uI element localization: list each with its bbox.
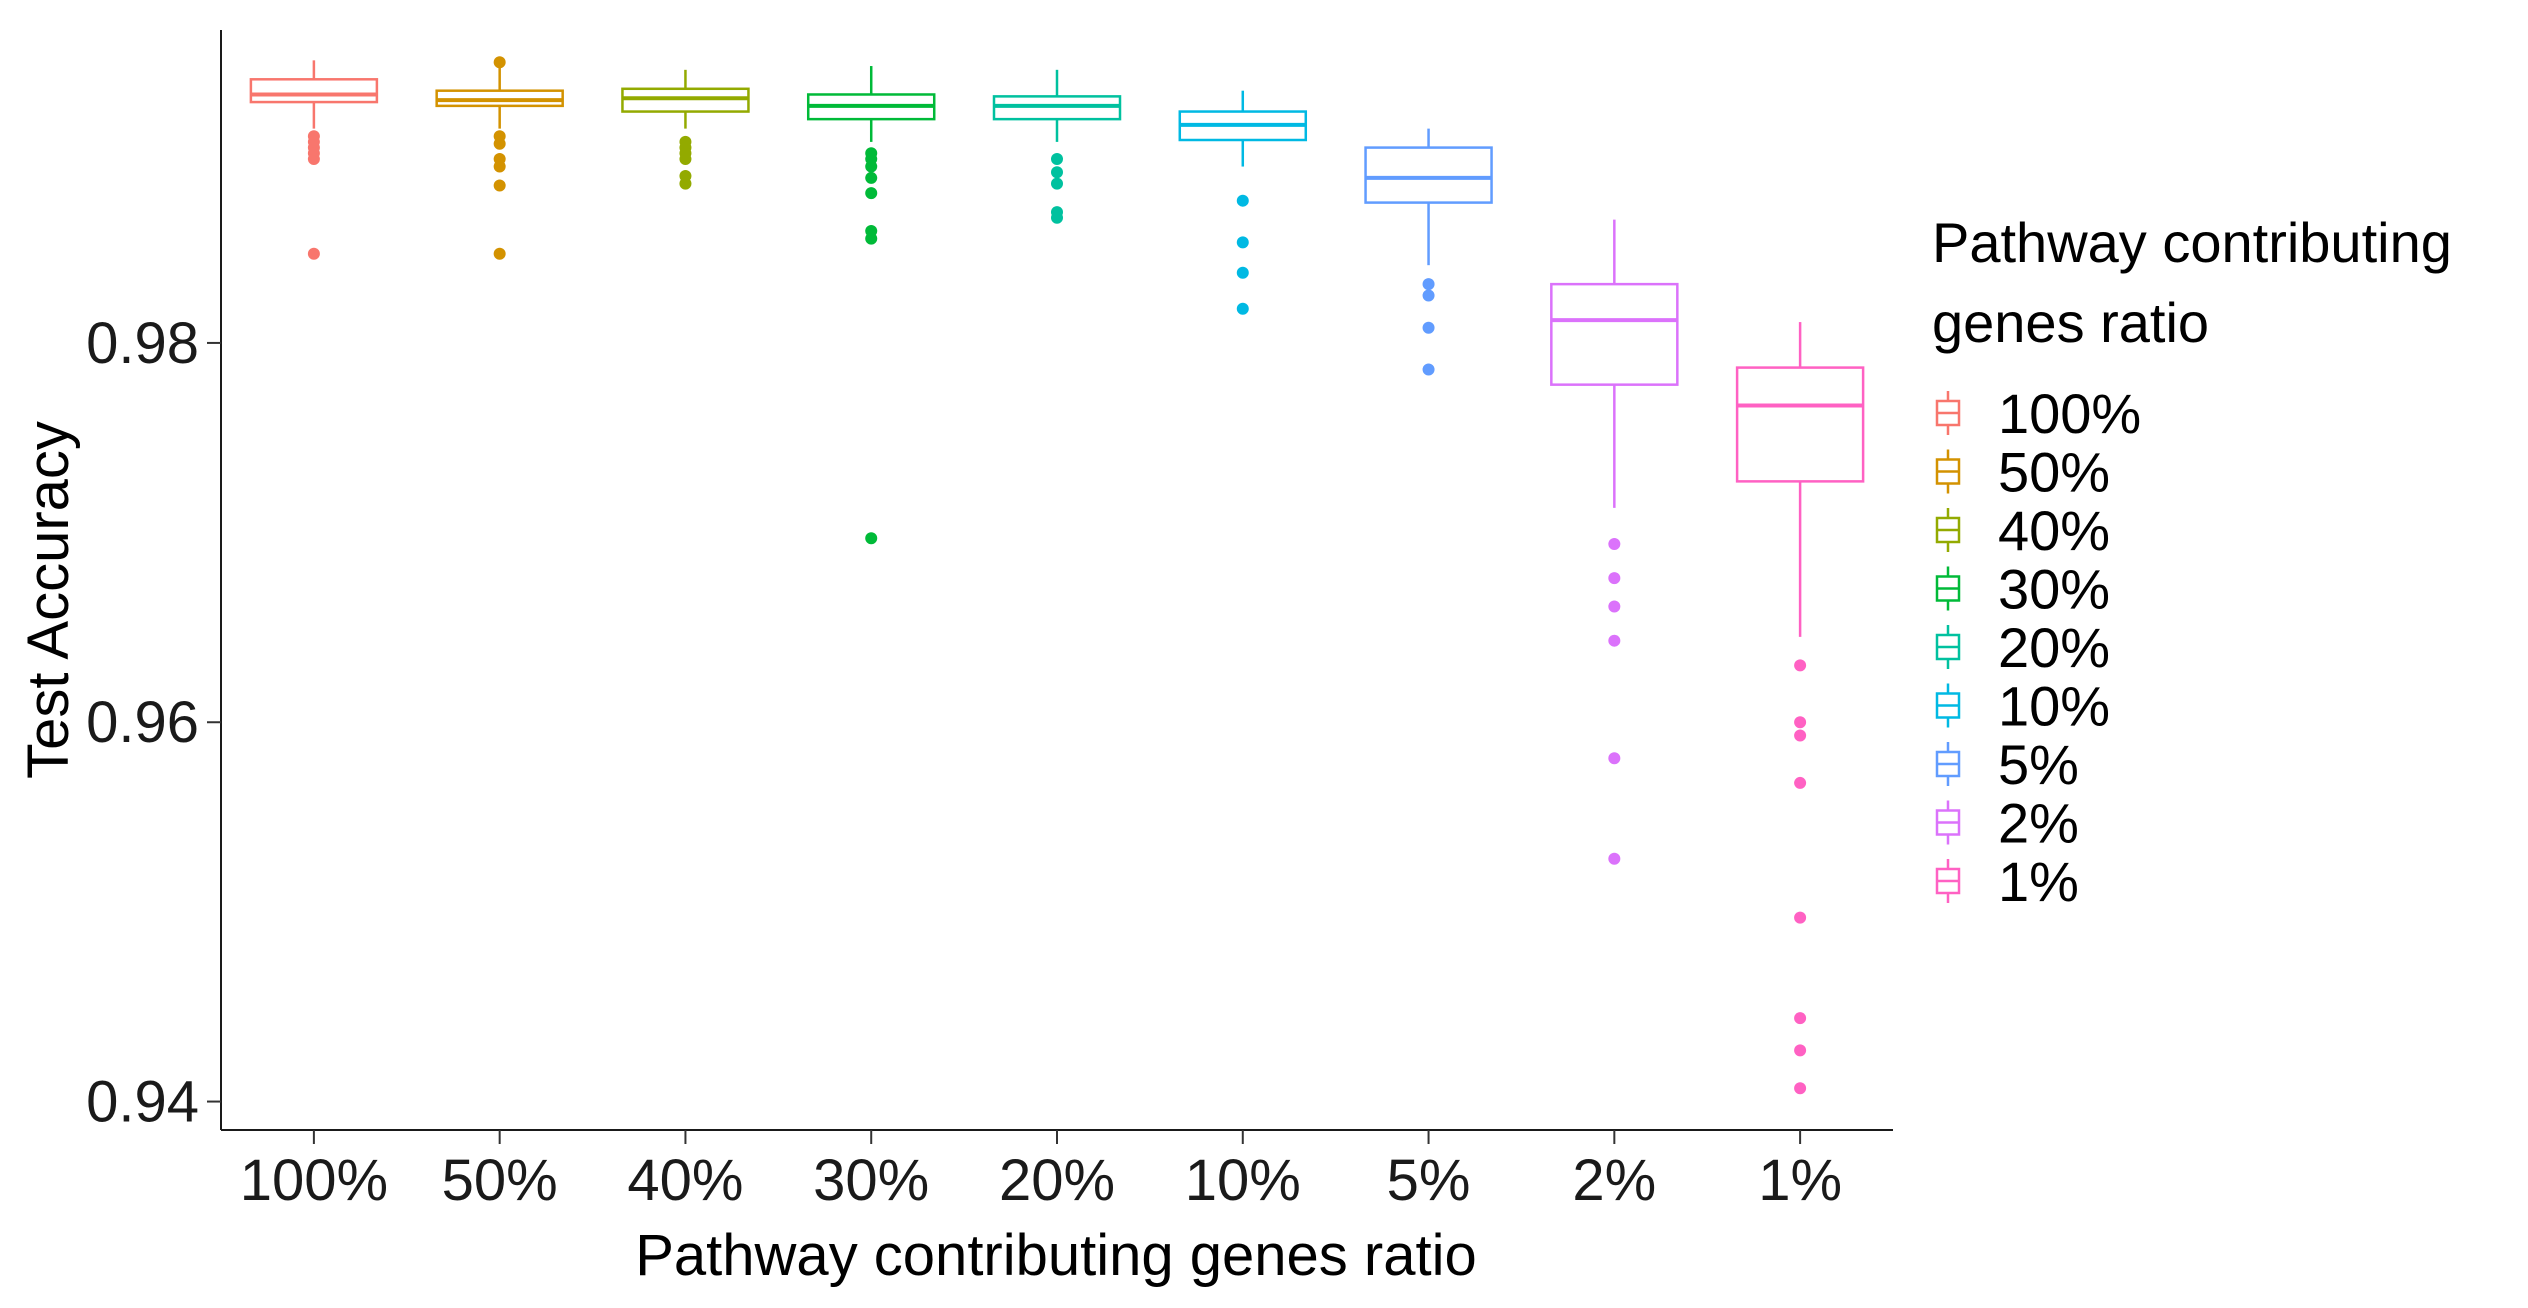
outlier-point [679, 152, 692, 165]
legend-label: 20% [1998, 616, 2110, 679]
legend-item: 10% [1935, 675, 2110, 738]
x-ticks: 100% 50% 40% 30% 20% 10% 5% 2% 1% [240, 1130, 1842, 1213]
outlier-point [1794, 1012, 1807, 1025]
outlier-point [1794, 716, 1807, 729]
x-tick-label: 40% [627, 1148, 743, 1213]
box-10pct [1178, 90, 1308, 315]
box-20pct [992, 69, 1122, 224]
outlier-point [1236, 194, 1249, 207]
outlier-point [307, 152, 320, 165]
outlier-point [493, 160, 506, 173]
legend-title-line-2: genes ratio [1932, 291, 2209, 354]
plot-area [249, 56, 1865, 1095]
iqr-box [1550, 282, 1679, 386]
x-tick-label: 100% [240, 1148, 388, 1213]
box-1pct [1735, 322, 1865, 1095]
outlier-point [493, 137, 506, 150]
x-tick-label: 5% [1387, 1148, 1471, 1213]
outlier-point [1794, 776, 1807, 789]
outlier-point [1051, 211, 1063, 224]
box-50pct [435, 56, 564, 260]
outlier-point [1051, 166, 1063, 179]
legend-item: 20% [1935, 616, 2110, 679]
outlier-point [865, 532, 878, 545]
box-30pct [806, 66, 936, 545]
legend-title-line-1: Pathway contributing [1932, 211, 2452, 274]
outlier-point [865, 160, 878, 173]
legend-item: 5% [1935, 733, 2079, 796]
axes [220, 30, 1893, 1131]
box-5pct [1364, 128, 1493, 376]
outlier-point [1608, 600, 1621, 613]
box-40pct [621, 69, 750, 190]
x-tick-label: 2% [1572, 1148, 1656, 1213]
iqr-box [249, 78, 379, 104]
x-tick-label: 20% [999, 1148, 1115, 1213]
legend-item: 40% [1935, 499, 2110, 562]
outlier-point [1794, 911, 1807, 924]
outlier-point [1422, 278, 1435, 291]
outlier-point [865, 171, 878, 184]
outlier-point [1422, 289, 1435, 302]
outlier-point [1236, 302, 1249, 315]
outlier-point [1794, 659, 1807, 672]
y-axis-title: Test Accuracy [16, 421, 81, 779]
outlier-point [1608, 572, 1621, 585]
outlier-point [1794, 1044, 1807, 1057]
legend-item: 100% [1935, 382, 2141, 445]
outlier-point [1608, 852, 1621, 865]
outlier-point [679, 177, 692, 190]
outlier-point [1608, 634, 1621, 647]
outlier-point [307, 247, 320, 260]
box-100pct [249, 60, 379, 260]
outlier-point [865, 187, 878, 200]
legend-item: 30% [1935, 558, 2110, 621]
x-tick-label: 50% [442, 1148, 558, 1213]
legend-label: 50% [1998, 441, 2110, 504]
iqr-box [1735, 366, 1865, 483]
outlier-point [1794, 1082, 1807, 1095]
legend-label: 100% [1998, 382, 2141, 445]
legend-label: 40% [1998, 499, 2110, 562]
legend-label: 2% [1998, 792, 2079, 855]
legend-item: 50% [1935, 441, 2110, 504]
outlier-point [1794, 729, 1807, 742]
box-2pct [1550, 219, 1679, 865]
x-tick-label: 1% [1758, 1148, 1842, 1213]
outlier-point [493, 247, 506, 260]
outlier-point [1608, 537, 1621, 550]
outlier-point [493, 179, 506, 192]
legend-label: 1% [1998, 850, 2079, 913]
legend-item: 2% [1935, 792, 2079, 855]
y-tick-label: 0.94 [86, 1070, 199, 1135]
legend-item: 1% [1935, 850, 2079, 913]
x-axis-title: Pathway contributing genes ratio [635, 1223, 1477, 1288]
legend-label: 10% [1998, 675, 2110, 738]
outlier-point [1236, 236, 1249, 249]
y-tick-label: 0.96 [86, 690, 199, 755]
legend-items: 100%50%40%30%20%10%5%2%1% [1935, 382, 2141, 913]
outlier-point [1422, 321, 1435, 334]
y-tick-label: 0.98 [86, 311, 199, 376]
x-tick-label: 30% [813, 1148, 929, 1213]
legend-label: 30% [1998, 558, 2110, 621]
legend-label: 5% [1998, 733, 2079, 796]
outlier-point [1422, 363, 1435, 376]
outlier-point [1051, 152, 1063, 165]
legend: Pathway contributing genes ratio 100%50%… [1932, 211, 2452, 913]
x-tick-label: 10% [1185, 1148, 1301, 1213]
outlier-point [1608, 752, 1621, 765]
outlier-point [865, 232, 878, 245]
outlier-point [1236, 266, 1249, 279]
iqr-box [1364, 146, 1493, 204]
y-ticks: 0.94 0.96 0.98 [86, 311, 221, 1135]
outlier-point [1051, 177, 1063, 190]
outlier-point [493, 56, 506, 69]
